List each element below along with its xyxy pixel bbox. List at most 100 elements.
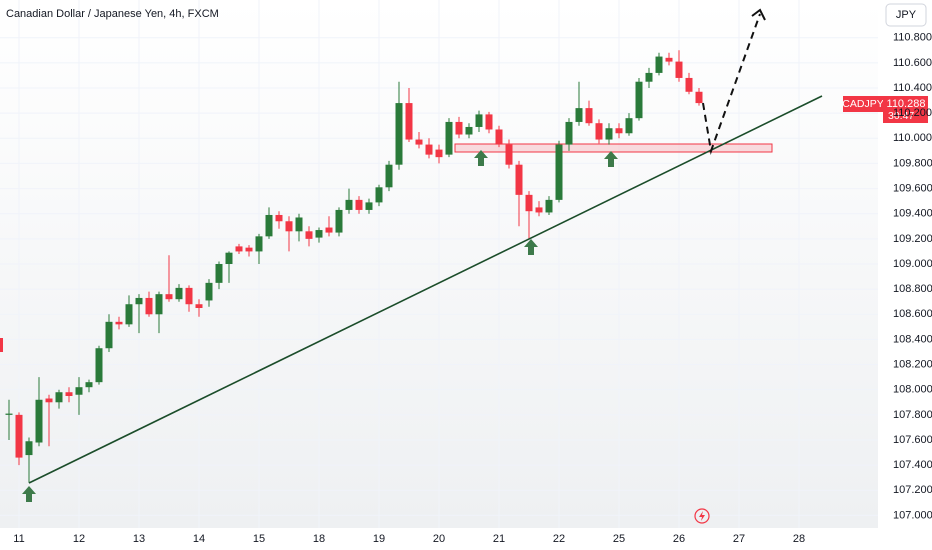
candle-body — [125, 304, 133, 325]
candle-body — [525, 194, 533, 212]
x-tick-label: 18 — [313, 533, 325, 545]
x-tick-label: 14 — [193, 533, 205, 545]
candle-body — [105, 321, 113, 349]
grid — [0, 0, 878, 528]
y-tick-label: 107.800 — [893, 409, 932, 421]
y-tick-label: 108.800 — [893, 283, 932, 295]
candle-body — [545, 199, 553, 213]
candle-body — [215, 264, 223, 283]
candle-body — [675, 61, 683, 78]
x-tick-label: 21 — [493, 533, 505, 545]
y-tick-label: 107.200 — [893, 484, 932, 496]
candle-body — [175, 287, 183, 300]
candle-body — [405, 103, 413, 140]
trend-line — [28, 95, 823, 484]
candle-body — [165, 294, 173, 300]
y-tick-label: 110.000 — [893, 132, 932, 144]
candle-body — [315, 230, 323, 238]
candle-body — [495, 129, 503, 145]
candles — [5, 50, 703, 483]
candle-body — [555, 144, 563, 200]
y-tick-label: 108.600 — [893, 308, 932, 320]
candle-body — [585, 108, 593, 124]
edge-marker — [0, 338, 3, 352]
candle-body — [15, 414, 23, 458]
y-tick-label: 110.600 — [893, 57, 932, 69]
x-tick-label: 20 — [433, 533, 445, 545]
candle-body — [625, 118, 633, 134]
candle-body — [285, 221, 293, 232]
candle-body — [245, 247, 253, 252]
up-arrow — [474, 150, 488, 166]
event-bolt — [699, 511, 705, 521]
candle-body — [45, 398, 53, 403]
candle-body — [685, 77, 693, 92]
up-arrow — [524, 239, 538, 255]
candle-body — [375, 187, 383, 203]
candle-body — [55, 392, 63, 403]
x-tick-label: 12 — [73, 533, 85, 545]
price-axis-background — [878, 0, 932, 550]
candle-body — [445, 121, 453, 155]
y-tick-label: 109.600 — [893, 182, 932, 194]
candle-body — [65, 392, 73, 396]
candle-body — [235, 246, 243, 252]
arrows — [22, 150, 618, 502]
candle-body — [275, 214, 283, 222]
candle-body — [265, 214, 273, 237]
y-tick-label: 109.000 — [893, 258, 932, 270]
candle-body — [615, 128, 623, 134]
x-tick-label: 19 — [373, 533, 385, 545]
candle-body — [505, 144, 513, 165]
x-tick-label: 15 — [253, 533, 265, 545]
candle-body — [155, 294, 163, 315]
candle-body — [325, 227, 333, 233]
y-tick-label: 110.200 — [893, 107, 932, 119]
candle-body — [385, 164, 393, 188]
candle-body — [565, 121, 573, 145]
last-price: 110.288 — [887, 98, 926, 110]
symbol-label: CADJPY — [842, 98, 883, 110]
y-tick-label: 107.000 — [893, 509, 932, 521]
candle-body — [365, 202, 373, 210]
y-tick-label: 108.200 — [893, 358, 932, 370]
candle-body — [465, 126, 473, 135]
candle-body — [255, 236, 263, 252]
candle-body — [605, 128, 613, 140]
candle-body — [195, 304, 203, 308]
x-tick-label: 25 — [613, 533, 625, 545]
candle-body — [145, 297, 153, 315]
candle-body — [515, 164, 523, 195]
candle-body — [35, 399, 43, 443]
candle-body — [665, 57, 673, 62]
price-tag — [883, 96, 928, 123]
candle-body — [595, 123, 603, 140]
candle-body — [485, 114, 493, 130]
candle-body — [115, 321, 123, 325]
candle-body — [5, 413, 13, 415]
y-tick-label: 107.400 — [893, 459, 932, 471]
projection-arrowhead — [751, 8, 766, 21]
y-tick-label: 109.800 — [893, 157, 932, 169]
candle-body — [425, 144, 433, 155]
time-axis-background — [0, 528, 878, 550]
candle-body — [95, 348, 103, 383]
candle-body — [225, 252, 233, 264]
candle-body — [345, 199, 353, 210]
candle-body — [355, 199, 363, 210]
x-tick-label: 28 — [793, 533, 805, 545]
y-tick-label: 108.400 — [893, 333, 932, 345]
y-tick-label: 107.600 — [893, 434, 932, 446]
candle-body — [435, 149, 443, 158]
candle-body — [475, 114, 483, 127]
candle-body — [455, 121, 463, 135]
x-tick-label: 22 — [553, 533, 565, 545]
currency-button[interactable] — [885, 3, 927, 27]
currency-label[interactable]: JPY — [896, 9, 917, 21]
candle-body — [25, 441, 33, 456]
y-tick-label: 110.400 — [893, 82, 932, 94]
candle-body — [295, 217, 303, 232]
candle-body — [695, 91, 703, 104]
